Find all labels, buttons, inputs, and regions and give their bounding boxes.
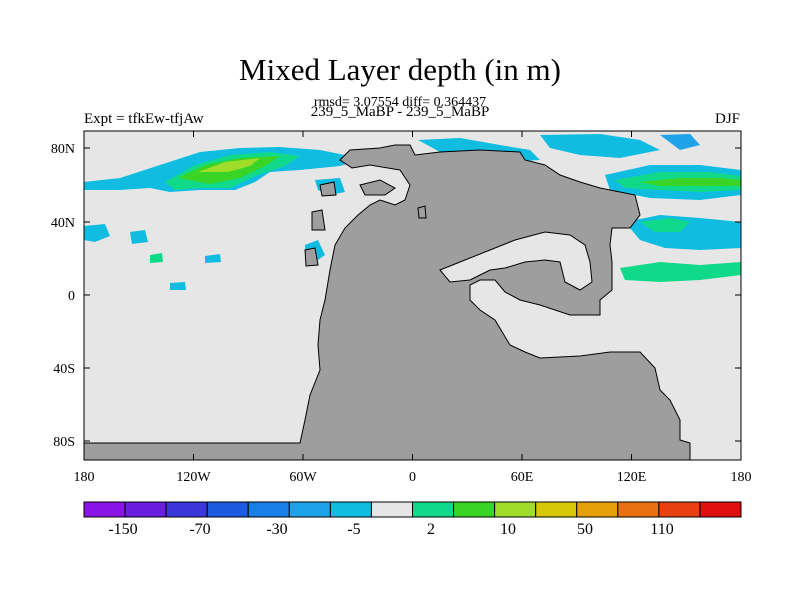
land-pangaea: [83, 144, 691, 461]
anomaly-patches: [84, 134, 741, 290]
anomaly-patch-eband-yg: [640, 178, 741, 186]
anomaly-patch-arctic-3: [660, 134, 700, 150]
stats-line: rmsd= 3.07554 diff= 0.364437: [313, 95, 487, 110]
anomaly-patch-epac-4: [170, 282, 186, 290]
map-plot: [83, 130, 742, 461]
colorbar-label: -70: [189, 521, 210, 538]
lon-tick-label: 0: [409, 470, 416, 485]
lon-tick-label: 60W: [289, 470, 317, 485]
colorbar-label: 50: [577, 521, 593, 538]
colorbar-box: [494, 501, 537, 518]
lon-tick-label: 180: [731, 470, 752, 485]
colorbar-box: [658, 501, 701, 518]
colorbar-box: [165, 501, 208, 518]
anomaly-patch-east20-green: [620, 262, 741, 282]
colorbar-box: [288, 501, 331, 518]
anomaly-patch-epac-1: [84, 224, 110, 242]
lon-tick-label: 120E: [617, 470, 647, 485]
season-label: DJF: [714, 111, 740, 127]
colorbar-box: [329, 501, 372, 518]
colorbar-box: [247, 501, 290, 518]
colorbar-labels: -150 -70 -30 -5 2 10 50 110: [108, 521, 673, 538]
lat-tick-label: 80N: [51, 142, 75, 157]
colorbar-label: 2: [427, 521, 435, 538]
colorbar-box: [453, 501, 496, 518]
land-island-3: [319, 181, 337, 197]
colorbar-box: [370, 501, 414, 518]
anomaly-patch-arctic-2: [540, 134, 660, 158]
periods-line: 239_5_MaBP - 239_5_MaBP: [310, 104, 490, 120]
colorbar-label: -150: [108, 521, 137, 538]
lon-tick-label: 180: [74, 470, 95, 485]
axis-ticks: [83, 131, 742, 460]
colorbar-box: [617, 501, 660, 518]
land-island-2: [304, 247, 319, 267]
lon-tick-labels: 180 120W 60W 0 60E 120E 180: [74, 470, 752, 485]
colorbar-label: 110: [650, 521, 673, 538]
colorbar-box: [83, 501, 126, 518]
lat-tick-label: 0: [68, 289, 75, 304]
tethys-ocean: [439, 231, 593, 291]
anomaly-patch-epac-2: [130, 230, 148, 244]
colorbar-box: [124, 501, 167, 518]
map-title: Mixed Layer depth (in m): [239, 52, 561, 87]
anomaly-patch-npac-lime: [198, 158, 260, 172]
colorbar: [83, 501, 742, 518]
colorbar-label: -5: [347, 521, 360, 538]
anomaly-patch-epac-3: [150, 253, 163, 263]
lat-tick-labels: 80N 40N 0 40S 80S: [51, 142, 75, 450]
colorbar-label: 10: [500, 521, 516, 538]
anomaly-patch-epac-5: [205, 254, 221, 263]
colorbar-box: [412, 501, 455, 518]
land-island-1: [311, 209, 326, 231]
colorbar-box: [206, 501, 249, 518]
lon-tick-label: 120W: [176, 470, 211, 485]
colorbar-box: [699, 501, 742, 518]
lat-tick-label: 40N: [51, 216, 75, 231]
lat-tick-label: 80S: [53, 435, 75, 450]
lat-tick-label: 40S: [53, 362, 75, 377]
colorbar-box: [576, 501, 619, 518]
colorbar-box: [535, 501, 578, 518]
colorbar-label: -30: [266, 521, 287, 538]
land-island-4: [417, 205, 427, 219]
lon-tick-label: 60E: [511, 470, 534, 485]
experiment-label: Expt = tfkEw-tfjAw: [84, 111, 204, 127]
anomaly-patch-east40-green: [640, 218, 690, 232]
